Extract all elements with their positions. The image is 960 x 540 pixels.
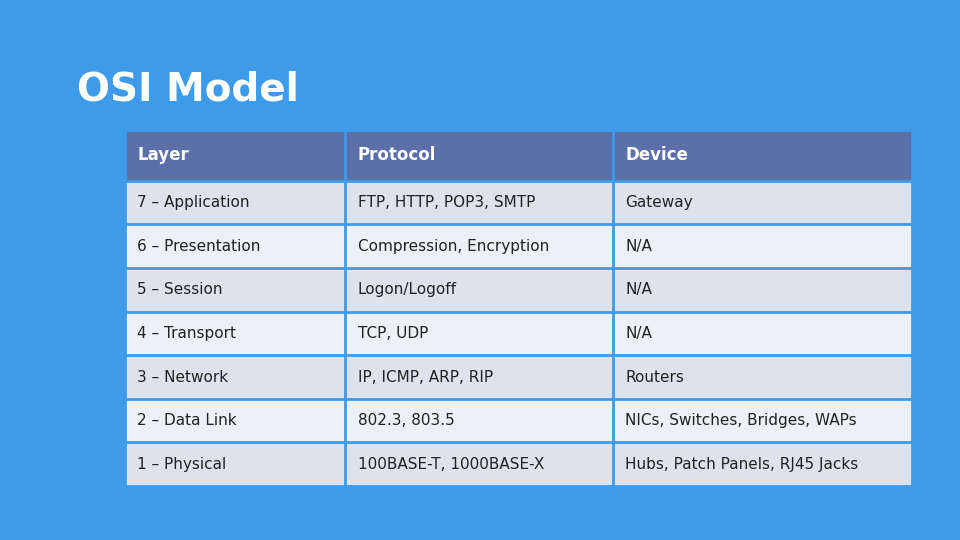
Text: 7 – Application: 7 – Application <box>137 195 250 210</box>
Text: N/A: N/A <box>625 326 652 341</box>
Text: Hubs, Patch Panels, RJ45 Jacks: Hubs, Patch Panels, RJ45 Jacks <box>625 457 858 472</box>
Text: 802.3, 803.5: 802.3, 803.5 <box>358 413 454 428</box>
Text: N/A: N/A <box>625 239 652 254</box>
Text: 5 – Session: 5 – Session <box>137 282 223 298</box>
Text: TCP, UDP: TCP, UDP <box>358 326 428 341</box>
Text: OSI Model: OSI Model <box>77 70 299 108</box>
Text: Protocol: Protocol <box>358 146 436 164</box>
Text: 1 – Physical: 1 – Physical <box>137 457 227 472</box>
Text: IP, ICMP, ARP, RIP: IP, ICMP, ARP, RIP <box>358 369 492 384</box>
Text: Device: Device <box>625 146 688 164</box>
Text: NICs, Switches, Bridges, WAPs: NICs, Switches, Bridges, WAPs <box>625 413 857 428</box>
Text: 3 – Network: 3 – Network <box>137 369 228 384</box>
Text: FTP, HTTP, POP3, SMTP: FTP, HTTP, POP3, SMTP <box>358 195 535 210</box>
Text: Compression, Encryption: Compression, Encryption <box>358 239 549 254</box>
Text: Logon/Logoff: Logon/Logoff <box>358 282 457 298</box>
Text: Gateway: Gateway <box>625 195 693 210</box>
Text: 100BASE-T, 1000BASE-X: 100BASE-T, 1000BASE-X <box>358 457 544 472</box>
Text: Routers: Routers <box>625 369 684 384</box>
Text: Layer: Layer <box>137 146 189 164</box>
Text: 2 – Data Link: 2 – Data Link <box>137 413 237 428</box>
Text: 6 – Presentation: 6 – Presentation <box>137 239 261 254</box>
Text: N/A: N/A <box>625 282 652 298</box>
Text: 4 – Transport: 4 – Transport <box>137 326 236 341</box>
